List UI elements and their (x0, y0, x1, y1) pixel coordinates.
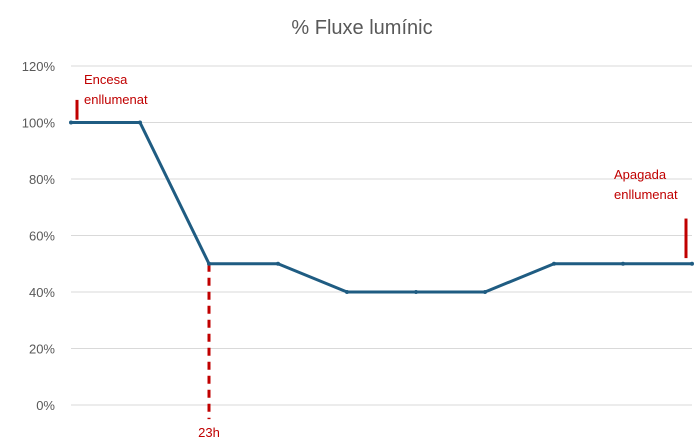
y-tick-label: 0% (36, 398, 55, 413)
data-point (621, 261, 625, 266)
data-point (690, 261, 694, 266)
y-tick-label: 60% (29, 229, 55, 244)
data-point (552, 261, 556, 266)
y-axis-ticks: 0% 20% 40% 60% 80% 100% 120% (22, 59, 56, 413)
data-point (414, 290, 418, 294)
y-tick-label: 40% (29, 285, 55, 300)
y-tick-label: 120% (22, 59, 56, 74)
end-annotation-line2: enllumenat (614, 187, 678, 202)
series-line (71, 121, 692, 294)
chart-title: % Fluxe lumínic (291, 17, 432, 39)
y-tick-label: 80% (29, 172, 55, 187)
annotations: Encesa enllumenat Apagada enllumenat 23h (75, 72, 688, 440)
y-tick-label: 100% (22, 116, 56, 131)
series-layer (69, 120, 694, 294)
data-point (69, 120, 73, 125)
data-point (207, 261, 211, 266)
y-tick-label: 20% (29, 342, 55, 357)
end-annotation-line1: Apagada (614, 167, 667, 182)
start-annotation-line1: Encesa (84, 72, 128, 87)
data-point (483, 290, 487, 294)
time-23h-label: 23h (198, 425, 220, 440)
data-point (345, 290, 349, 294)
data-point (138, 120, 142, 125)
data-point (276, 261, 280, 266)
grid (71, 65, 692, 406)
start-annotation-line2: enllumenat (84, 92, 148, 107)
